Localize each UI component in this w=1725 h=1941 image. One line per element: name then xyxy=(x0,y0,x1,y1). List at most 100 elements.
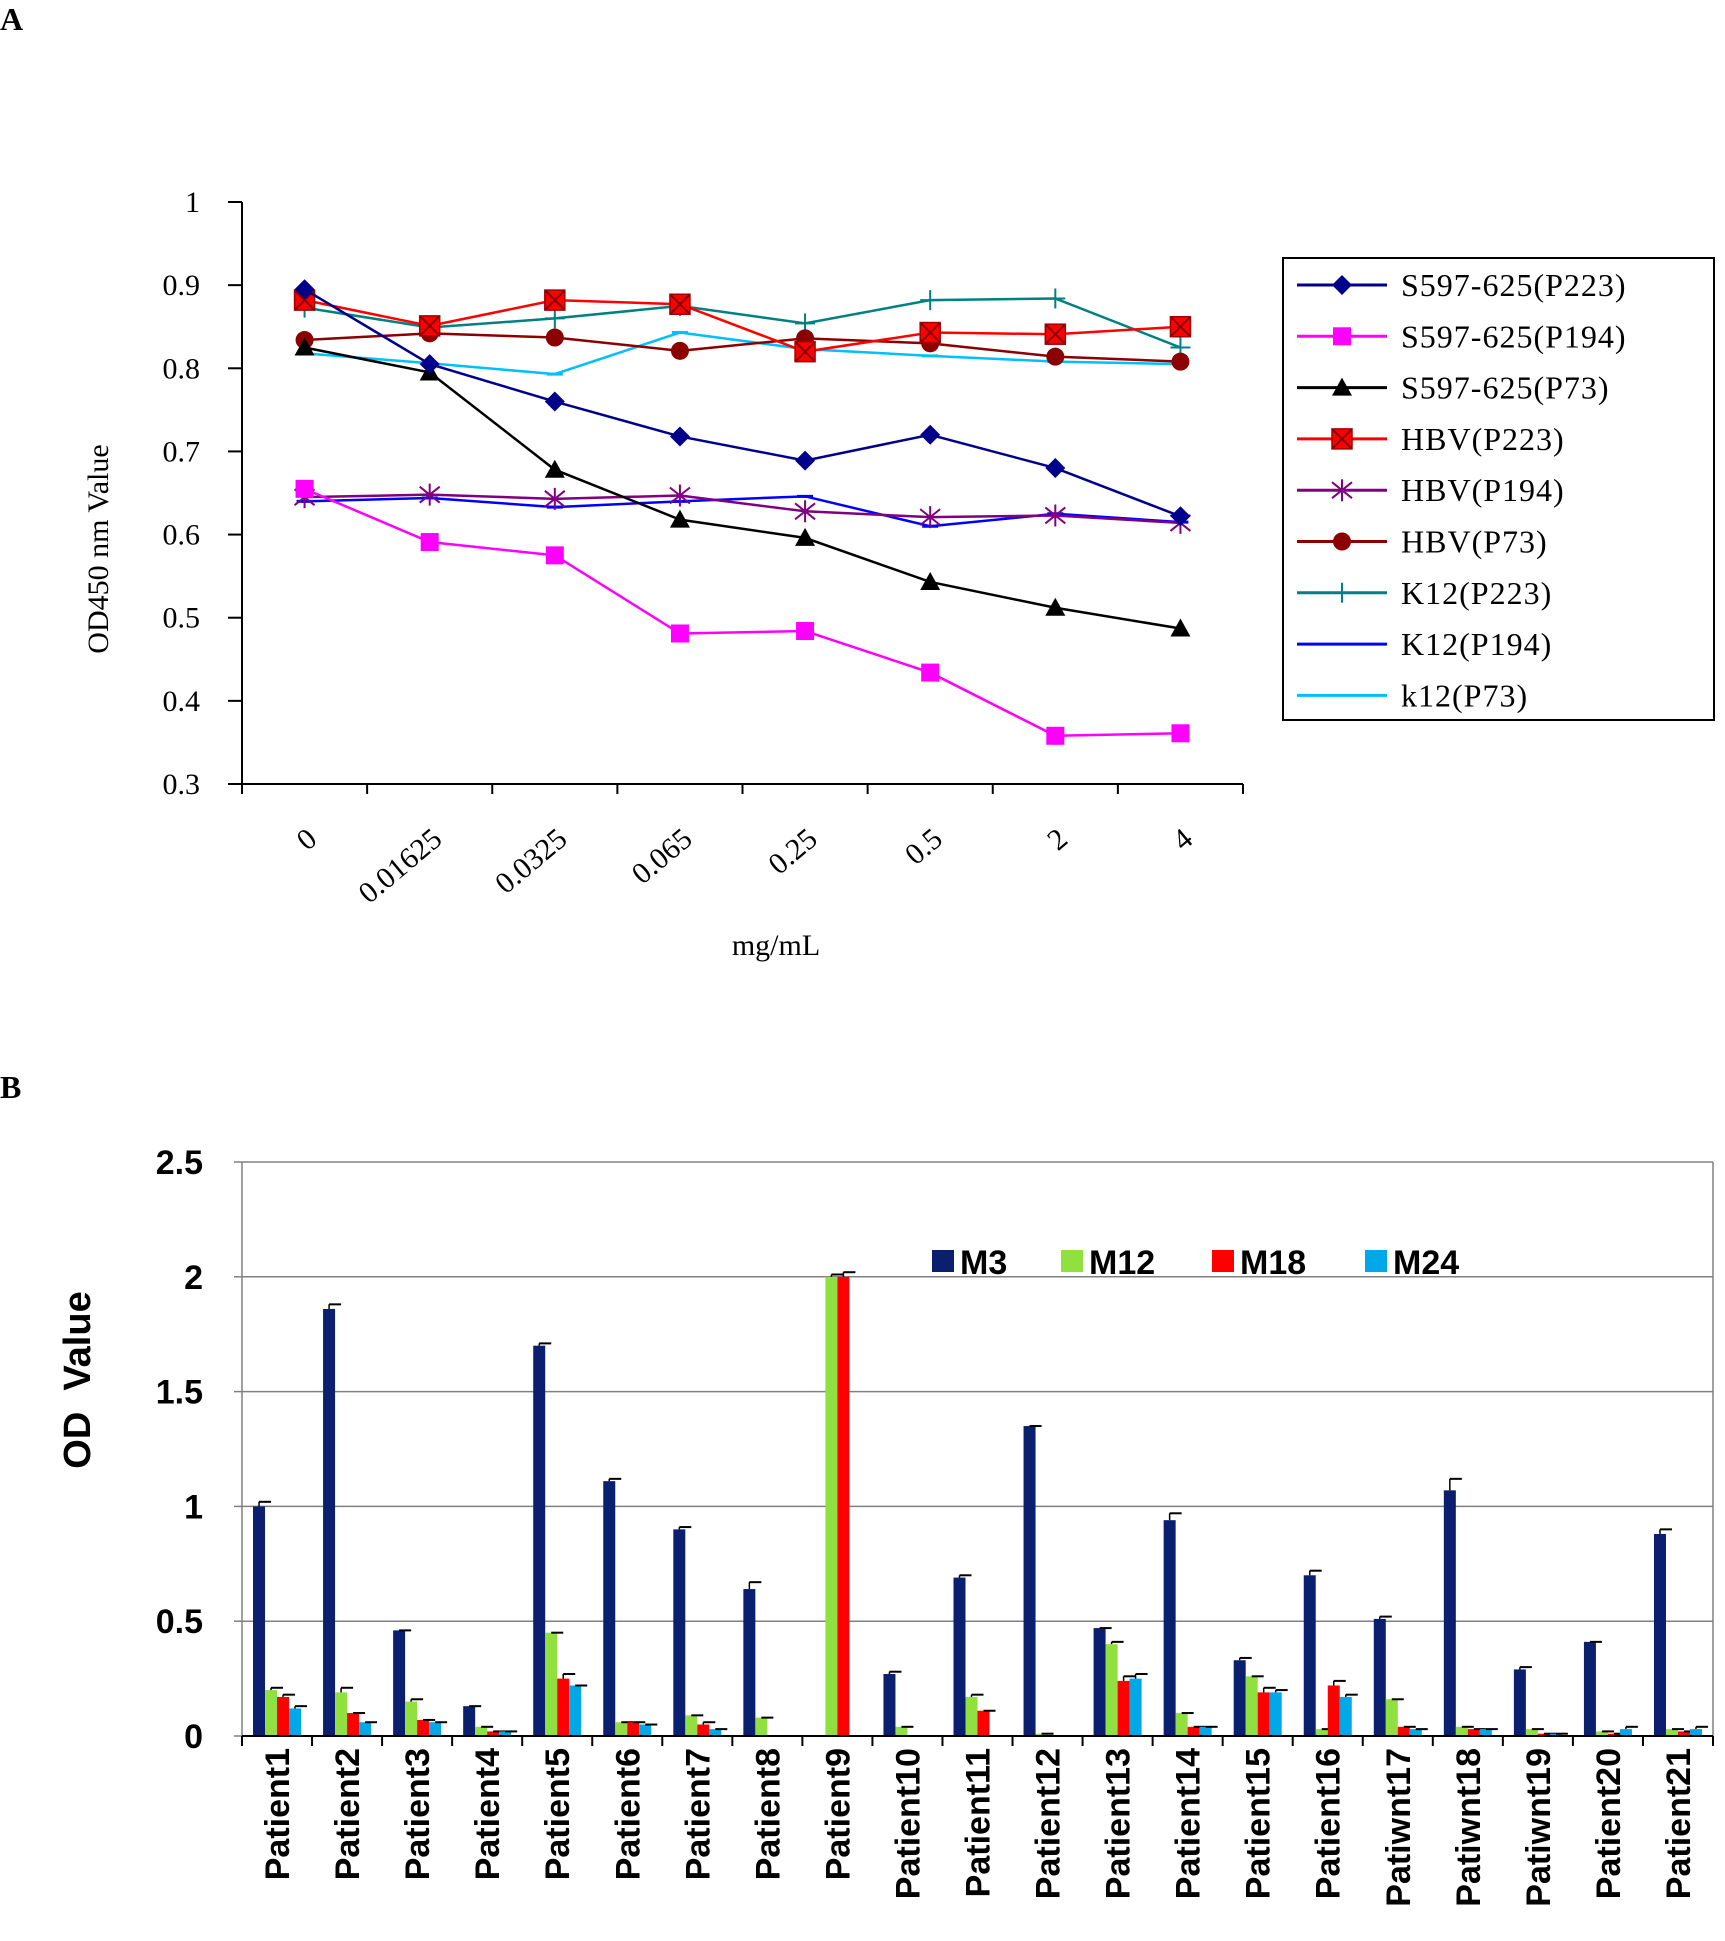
bar-group-Patient4 xyxy=(463,1705,518,1736)
bar-M18 xyxy=(1117,1680,1130,1736)
bar-M12 xyxy=(545,1632,558,1736)
bar-M12 xyxy=(1175,1713,1188,1736)
x-tick-label: 2 xyxy=(1041,822,1074,857)
bar-M12 xyxy=(1315,1729,1328,1736)
x-tick-label: Patient2 xyxy=(329,1748,367,1880)
bar-M24 xyxy=(359,1722,372,1736)
bar-M24 xyxy=(639,1724,652,1736)
data-point xyxy=(1169,315,1192,338)
bar-group-Patient16 xyxy=(1303,1569,1358,1736)
data-point xyxy=(669,509,690,528)
x-tick-label: Patient8 xyxy=(749,1748,787,1880)
x-tick-label: Patient4 xyxy=(469,1748,507,1880)
bar-M18 xyxy=(1257,1692,1270,1736)
bar-M3 xyxy=(603,1481,616,1736)
data-point xyxy=(544,487,566,510)
data-point xyxy=(795,450,816,471)
data-point xyxy=(544,289,566,311)
bar-group-Patient1 xyxy=(253,1500,308,1736)
bar-M18 xyxy=(1327,1685,1340,1736)
bar-M3 xyxy=(953,1577,966,1736)
legend-marker xyxy=(1331,428,1353,450)
bar-M12 xyxy=(1105,1644,1118,1736)
y-tick-label: 0.9 xyxy=(163,269,201,302)
bar-group-Patient15 xyxy=(1233,1656,1288,1736)
bar-M18 xyxy=(347,1713,360,1736)
bar-chart-b: 0 0.5 1 1.5 2 2.5 Patient1 Patient2 Patient3 Pati… xyxy=(57,1144,1714,1907)
y-tick-label: 0.4 xyxy=(163,685,201,718)
data-point xyxy=(544,391,565,412)
bar-M18 xyxy=(487,1731,500,1736)
bar-M12 xyxy=(965,1696,978,1736)
bar-group-Patient5 xyxy=(533,1342,588,1736)
bar-M24 xyxy=(709,1729,722,1736)
bar-M24 xyxy=(1619,1729,1632,1736)
bar-M12 xyxy=(1455,1726,1468,1736)
data-point xyxy=(1046,347,1065,366)
bar-group-Patiwnt19 xyxy=(1513,1666,1568,1736)
data-point xyxy=(295,479,314,498)
legend-swatch xyxy=(932,1250,954,1272)
data-point xyxy=(1045,458,1066,479)
bar-group-Patient3 xyxy=(393,1629,448,1736)
x-tick-label: Patiwnt17 xyxy=(1380,1748,1418,1907)
y-tick-label: 0.3 xyxy=(163,768,201,801)
legend-label: M12 xyxy=(1089,1244,1155,1282)
bar-M18 xyxy=(1397,1726,1410,1736)
data-point xyxy=(294,279,315,300)
bar-M24 xyxy=(1129,1678,1142,1736)
bar-M24 xyxy=(289,1708,302,1736)
series-line xyxy=(304,331,1181,376)
bar-M18 xyxy=(977,1710,990,1736)
data-point xyxy=(1170,506,1191,527)
y-tick-label: 1 xyxy=(185,186,200,219)
bar-M18 xyxy=(1677,1731,1690,1736)
bar-M12 xyxy=(825,1276,838,1736)
x-tick-label: Patient3 xyxy=(399,1748,437,1880)
x-tick-label: 0.25 xyxy=(762,822,823,881)
bar-M24 xyxy=(1549,1733,1562,1736)
legend-swatch xyxy=(1365,1250,1387,1272)
bar-M12 xyxy=(335,1692,348,1736)
line-chart-series xyxy=(293,279,1192,745)
series-line xyxy=(304,297,1181,349)
bar-M12 xyxy=(1525,1729,1538,1736)
x-tick-label: Patient7 xyxy=(679,1748,717,1880)
x-tick-label: Patient21 xyxy=(1660,1748,1698,1899)
bar-chart-y-axis-title: OD Value xyxy=(57,1291,99,1468)
data-point xyxy=(1046,726,1065,745)
legend-item: K12(P223) xyxy=(1297,575,1551,611)
legend-marker xyxy=(1333,327,1351,346)
legend-label: HBV(P223) xyxy=(1401,421,1565,457)
legend-item: HBV(P73) xyxy=(1297,524,1548,560)
data-point xyxy=(545,546,564,565)
series-line xyxy=(303,288,1181,518)
legend-label: k12(P73) xyxy=(1401,677,1528,713)
x-tick-label: 4 xyxy=(1166,822,1199,857)
bar-group-Patient2 xyxy=(323,1303,378,1736)
legend-marker xyxy=(1331,479,1353,502)
data-point xyxy=(420,533,439,552)
bar-group-Patient10 xyxy=(883,1670,914,1736)
bar-M24 xyxy=(1339,1696,1352,1736)
x-tick-label: Patient12 xyxy=(1030,1748,1068,1899)
series-S597-625(P194) xyxy=(295,479,1190,745)
line-chart-legend: S597-625(P223) S597-625(P194) S597-625(P73… xyxy=(1282,257,1715,721)
y-tick-label: 1.5 xyxy=(156,1374,203,1412)
bar-M3 xyxy=(883,1674,896,1736)
bar-M3 xyxy=(1233,1660,1246,1736)
bar-M24 xyxy=(1409,1729,1422,1736)
x-tick-label: Patiwnt19 xyxy=(1520,1748,1558,1907)
bar-M24 xyxy=(1689,1729,1702,1736)
series-S597-625(P223) xyxy=(294,279,1191,527)
legend-label: S597-625(P194) xyxy=(1401,318,1627,354)
y-tick-label: 0 xyxy=(184,1718,203,1756)
bar-M12 xyxy=(1385,1699,1398,1736)
data-point xyxy=(545,328,564,347)
series-HBV(P223) xyxy=(293,289,1192,363)
legend-label: HBV(P73) xyxy=(1401,524,1548,560)
data-point xyxy=(544,459,565,478)
legend-label: K12(P194) xyxy=(1401,626,1552,662)
x-tick-label: Patiwnt18 xyxy=(1450,1748,1488,1907)
data-point xyxy=(1171,724,1190,743)
